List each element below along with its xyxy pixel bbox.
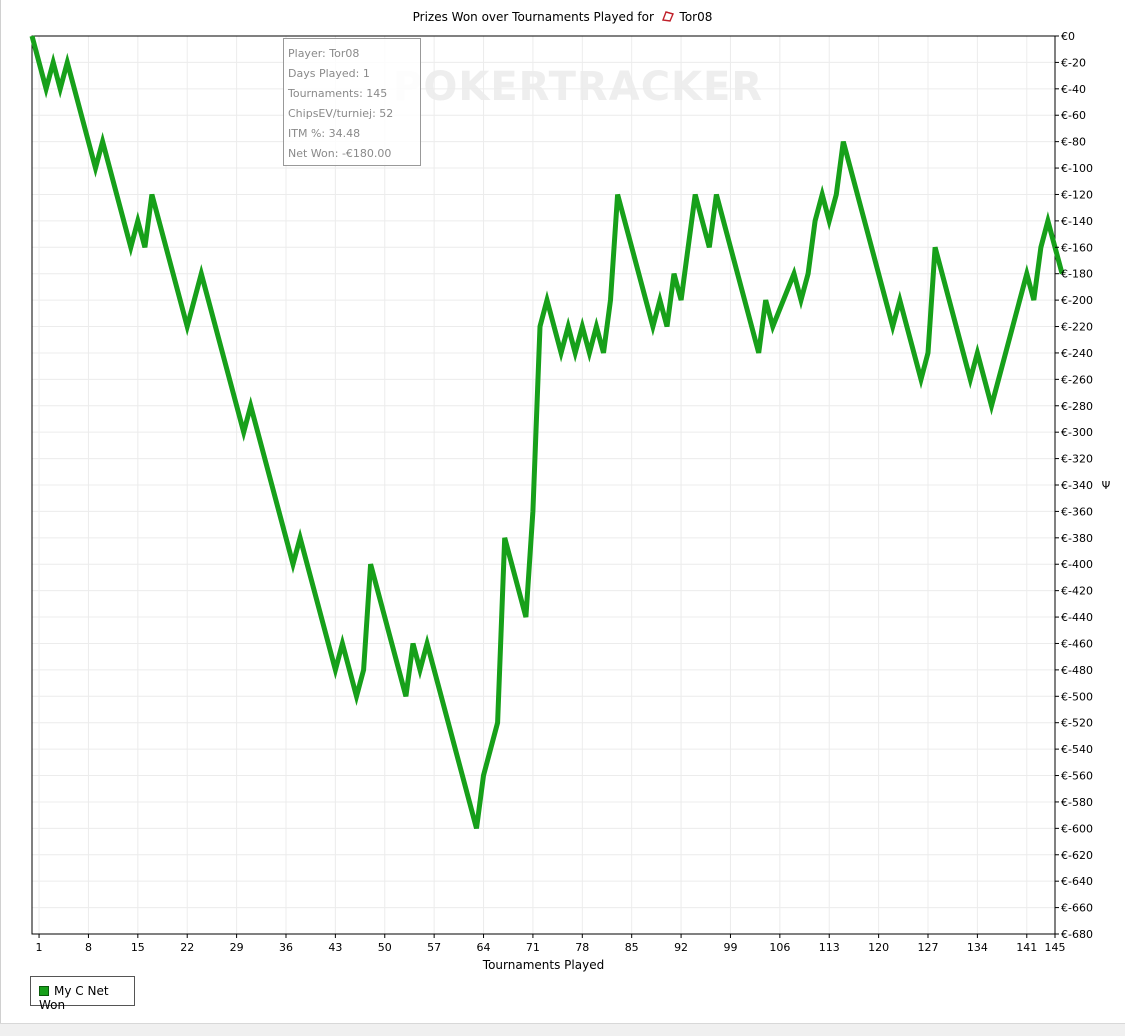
series-line-net-won bbox=[29, 35, 1065, 830]
x-tick-label: 8 bbox=[85, 941, 92, 954]
y-tick-label: €-580 bbox=[1061, 796, 1093, 809]
x-tick-label: 43 bbox=[328, 941, 342, 954]
x-tick-label: 1 bbox=[36, 941, 43, 954]
y-tick-label: €-20 bbox=[1061, 56, 1086, 69]
y-tick-label: €-280 bbox=[1061, 400, 1093, 413]
y-tick-label: €-300 bbox=[1061, 426, 1093, 439]
y-tick-label: €-680 bbox=[1061, 928, 1093, 941]
x-tick-label: 113 bbox=[819, 941, 840, 954]
x-tick-label: 92 bbox=[674, 941, 688, 954]
legend-label: My C Net Won bbox=[39, 984, 109, 1012]
pokertracker-watermark: POKERTRACKER bbox=[393, 64, 764, 110]
y-tick-label: €-40 bbox=[1061, 83, 1086, 96]
x-tick-label: 71 bbox=[526, 941, 540, 954]
y-tick-label: €-500 bbox=[1061, 690, 1093, 703]
grid bbox=[32, 35, 1056, 935]
legend-swatch bbox=[39, 986, 49, 996]
y-tick-label: €-360 bbox=[1061, 505, 1093, 518]
y-tick-label: €-640 bbox=[1061, 875, 1093, 888]
x-axis: 1 8 15 22 29 36 43 50 57 64 71 78 85 92 99 106 113 120 127… bbox=[36, 934, 1066, 954]
legend[interactable]: My C Net Won bbox=[30, 976, 135, 1012]
x-tick-label: 50 bbox=[378, 941, 392, 954]
y-tick-label: €-480 bbox=[1061, 664, 1093, 677]
x-tick-label: 145 bbox=[1045, 941, 1066, 954]
y-tick-label: €-420 bbox=[1061, 585, 1093, 598]
y-tick-label: €-60 bbox=[1061, 109, 1086, 122]
y-tick-label: €-220 bbox=[1061, 321, 1093, 334]
y-tick-label: €0 bbox=[1061, 30, 1075, 43]
y-tick-label: €-620 bbox=[1061, 849, 1093, 862]
y-tick-label: €-520 bbox=[1061, 717, 1093, 730]
x-tick-label: 99 bbox=[723, 941, 737, 954]
y-tick-label: €-600 bbox=[1061, 822, 1093, 835]
y-tick-label: €-440 bbox=[1061, 611, 1093, 624]
x-tick-label: 141 bbox=[1016, 941, 1037, 954]
tooltip-tournaments: Tournaments: 145 bbox=[288, 87, 388, 100]
y-tick-label: €-560 bbox=[1061, 770, 1093, 783]
x-tick-label: 22 bbox=[180, 941, 194, 954]
x-tick-label: 106 bbox=[769, 941, 790, 954]
tooltip-player: Player: Tor08 bbox=[288, 47, 360, 60]
chart-title-text: Prizes Won over Tournaments Played for bbox=[412, 10, 654, 24]
tooltip-chipsev: ChipsEV/turniej: 52 bbox=[288, 107, 394, 120]
y-tick-label: €-260 bbox=[1061, 373, 1093, 386]
x-tick-label: 78 bbox=[575, 941, 589, 954]
y-tick-label: €-460 bbox=[1061, 637, 1093, 650]
y-tick-label: €-180 bbox=[1061, 268, 1093, 281]
player-icon bbox=[661, 11, 674, 22]
y-tick-label: €-240 bbox=[1061, 347, 1093, 360]
x-tick-label: 120 bbox=[868, 941, 889, 954]
x-tick-label: 15 bbox=[131, 941, 145, 954]
tooltip-itm: ITM %: 34.48 bbox=[288, 127, 361, 140]
window-bottom-bar bbox=[0, 1023, 1125, 1036]
y-tick-label: €-80 bbox=[1061, 136, 1086, 149]
x-tick-label: 36 bbox=[279, 941, 293, 954]
y-tick-label: €-400 bbox=[1061, 558, 1093, 571]
tooltip-net-won: Net Won: -€180.00 bbox=[288, 147, 392, 160]
y-tick-label: €-540 bbox=[1061, 743, 1093, 756]
series-layer bbox=[29, 35, 1065, 830]
y-tick-label: €-100 bbox=[1061, 162, 1093, 175]
tooltip-days-played: Days Played: 1 bbox=[288, 67, 370, 80]
y-tick-label: €-140 bbox=[1061, 215, 1093, 228]
y-tick-label: €-160 bbox=[1061, 241, 1093, 254]
y-tick-label: €-340 bbox=[1061, 479, 1093, 492]
x-axis-label: Tournaments Played bbox=[482, 958, 604, 972]
y-tick-label: €-200 bbox=[1061, 294, 1093, 307]
x-tick-label: 64 bbox=[477, 941, 491, 954]
x-tick-label: 85 bbox=[625, 941, 639, 954]
x-tick-label: 134 bbox=[967, 941, 988, 954]
y-axis: €0 €-20 €-40 €-60 €-80 €-100 €-120 €-140 €-160 €-… bbox=[1055, 30, 1093, 941]
y-tick-label: €-660 bbox=[1061, 902, 1093, 915]
chart-title: Prizes Won over Tournaments Played for T… bbox=[0, 10, 1125, 24]
chart-title-player: Tor08 bbox=[679, 10, 713, 24]
x-tick-label: 29 bbox=[230, 941, 244, 954]
x-tick-label: 57 bbox=[427, 941, 441, 954]
y-tick-label: €-380 bbox=[1061, 532, 1093, 545]
x-tick-label: 127 bbox=[918, 941, 939, 954]
y-tick-label: €-120 bbox=[1061, 188, 1093, 201]
summary-tooltip: Player: Tor08 Days Played: 1 Tournaments… bbox=[283, 38, 421, 166]
window-left-border bbox=[0, 0, 1, 1023]
y-axis-symbol: Ψ bbox=[1102, 479, 1111, 492]
y-tick-label: €-320 bbox=[1061, 453, 1093, 466]
